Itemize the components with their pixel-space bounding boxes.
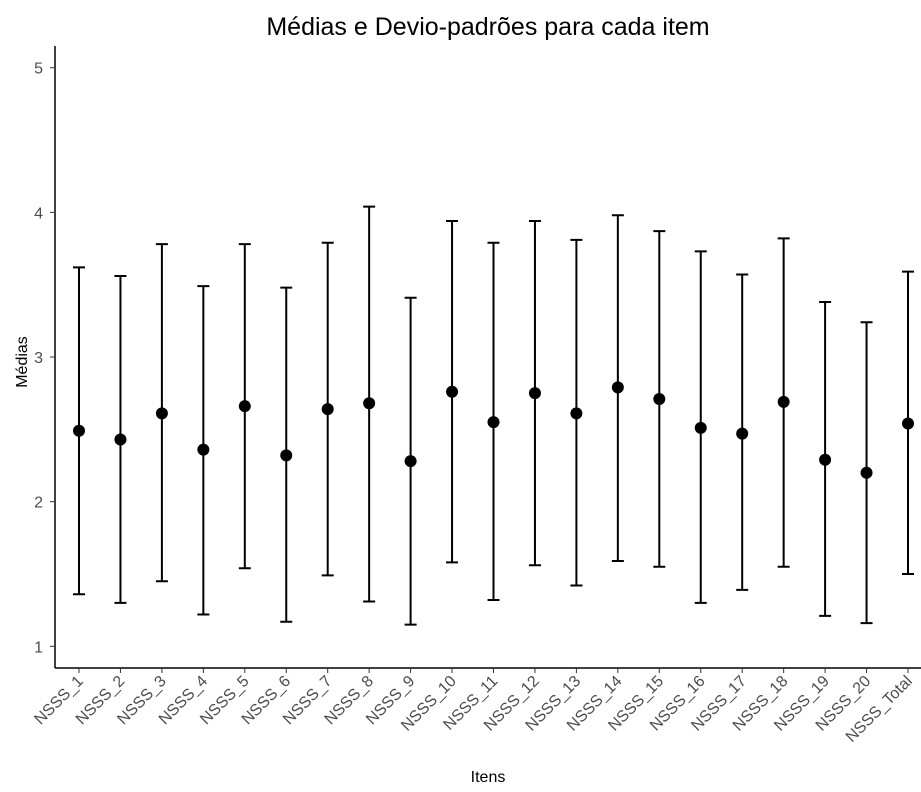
y-axis-ticks: 1 2 3 4 5 [34,61,55,656]
mean-point [114,433,127,446]
mean-point [902,417,914,430]
x-axis-label: Itens [471,769,506,786]
mean-point [363,397,376,410]
mean-point [819,453,832,466]
mean-point [321,403,334,416]
mean-point [197,443,210,456]
y-tick-label: 4 [34,205,43,222]
error-bars [73,205,914,626]
mean-point [528,387,541,400]
mean-point [155,407,168,420]
mean-point [404,455,417,468]
y-tick-label: 1 [34,639,43,656]
mean-points [73,381,914,479]
mean-point [238,400,251,413]
y-axis-label: Médias [14,336,31,388]
mean-point [860,466,873,479]
mean-point [736,427,749,440]
mean-point [694,421,707,434]
y-tick-label: 2 [34,495,43,512]
mean-point [446,385,459,398]
mean-point [280,449,293,462]
y-tick-label: 3 [34,350,43,367]
chart-title: Médias e Devio-padrões para cada item [266,13,709,41]
mean-point [73,424,85,437]
mean-point [777,395,790,408]
mean-point [570,407,583,420]
y-tick-label: 5 [34,61,43,78]
mean-point [487,416,500,429]
mean-point [611,381,624,394]
x-axis-ticks: NSSS_1NSSS_2NSSS_3NSSS_4NSSS_5NSSS_6NSSS… [31,668,916,746]
mean-point [653,392,666,405]
